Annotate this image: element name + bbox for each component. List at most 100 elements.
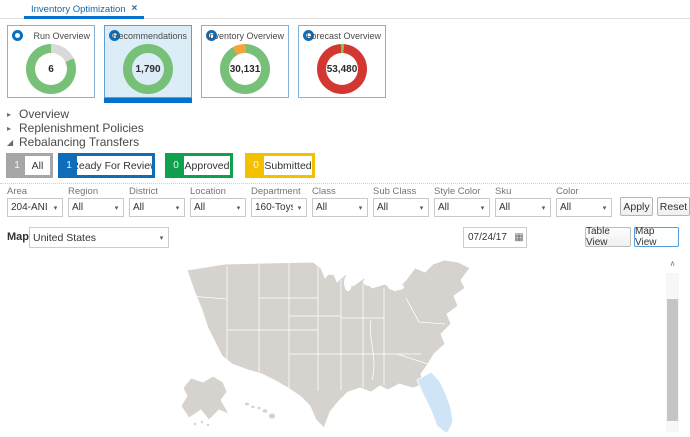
selected-value: All	[499, 202, 511, 213]
section-label: Replenishment Policies	[19, 121, 144, 135]
kpi-card-row: Run Overview 6 Recommendations 1,790 Inv…	[7, 25, 386, 103]
filter-region: Region All ▾	[68, 186, 124, 217]
date-input[interactable]: 07/24/17 ▦	[463, 227, 527, 248]
chevron-down-icon[interactable]: ▾	[175, 204, 180, 212]
filter-label: Sku	[495, 186, 512, 196]
map-label: Map	[7, 231, 29, 243]
donut-chart-inventory-overview: 30,131	[220, 44, 270, 94]
target-icon	[303, 30, 314, 41]
selected-value: United States	[33, 231, 97, 244]
state-hawaii[interactable]	[245, 402, 276, 419]
us-map[interactable]	[175, 258, 475, 435]
alaska-islands	[193, 420, 210, 427]
expanded-triangle-icon: ◢	[7, 137, 14, 147]
status-tile-all[interactable]: 1 All	[6, 153, 53, 178]
chevron-down-icon[interactable]: ▾	[236, 204, 241, 212]
tab-inventory-optimization[interactable]: Inventory Optimization ×	[24, 2, 145, 19]
divider	[0, 183, 690, 184]
vertical-scrollbar[interactable]: ∧	[666, 257, 679, 432]
filter-label: Sub Class	[373, 186, 417, 196]
section-label: Overview	[19, 107, 70, 121]
district-select[interactable]: All ▾	[129, 198, 185, 217]
filter-label: Class	[312, 186, 336, 196]
tab-bar: Inventory Optimization ×	[0, 0, 690, 19]
great-lakes	[323, 267, 404, 291]
region-select[interactable]: All ▾	[68, 198, 124, 217]
chevron-down-icon[interactable]: ▾	[602, 204, 607, 212]
chevron-down-icon[interactable]: ▾	[114, 204, 119, 212]
color-select[interactable]: All ▾	[556, 198, 612, 217]
state-alaska[interactable]	[180, 375, 230, 421]
status-tile-ready-for-review[interactable]: 1 Ready For Review	[58, 153, 155, 178]
card-title: Forecast Overview	[305, 31, 381, 41]
status-tile-approved[interactable]: 0 Approved	[165, 153, 233, 178]
location-select[interactable]: All ▾	[190, 198, 246, 217]
chevron-down-icon[interactable]: ▾	[297, 204, 302, 212]
calendar-icon[interactable]: ▦	[514, 232, 524, 243]
status-tile-row: 1 All 1 Ready For Review 0 Approved 0 Su…	[6, 153, 315, 178]
donut-chart-recommendations: 1,790	[123, 44, 173, 94]
selected-value: All	[560, 202, 572, 213]
style-color-select[interactable]: All ▾	[434, 198, 490, 217]
filter-label: Department	[251, 186, 301, 196]
class-select[interactable]: All ▾	[312, 198, 368, 217]
status-tile-submitted[interactable]: 0 Submitted	[245, 153, 315, 178]
section-label: Rebalancing Transfers	[19, 135, 140, 149]
filter-department: Department 160-Toys/... ▾	[251, 186, 307, 217]
filter-label: Style Color	[434, 186, 481, 196]
collapsed-triangle-icon: ▸	[7, 123, 12, 133]
state-borders	[188, 262, 446, 391]
tile-count: 0	[173, 160, 179, 171]
target-icon	[12, 30, 23, 41]
chevron-down-icon[interactable]: ▾	[159, 234, 164, 242]
card-run-overview[interactable]: Run Overview 6	[7, 25, 95, 98]
map-toolbar: Map United States ▾ 07/24/17 ▦ Table Vie…	[0, 226, 690, 248]
filter-label: Location	[190, 186, 226, 196]
tab-close-icon[interactable]: ×	[131, 3, 138, 14]
date-value: 07/24/17	[468, 232, 507, 243]
chevron-down-icon[interactable]: ▾	[358, 204, 363, 212]
card-title: Inventory Overview	[206, 31, 284, 41]
section-rebalancing-transfers[interactable]: ◢ Rebalancing Transfers	[7, 135, 144, 149]
selected-value: All	[438, 202, 450, 213]
tile-label: All	[25, 156, 50, 175]
map-view-button[interactable]: Map View	[634, 226, 679, 248]
scrollbar-thumb[interactable]	[667, 299, 678, 421]
selected-value: All	[377, 202, 389, 213]
selected-value: All	[194, 202, 206, 213]
section-overview[interactable]: ▸ Overview	[7, 107, 144, 121]
target-icon	[109, 30, 120, 41]
chevron-down-icon[interactable]: ▾	[419, 204, 424, 212]
filter-class: Class All ▾	[312, 186, 368, 217]
donut-chart-forecast-overview: 53,480	[317, 44, 367, 94]
state-florida[interactable]	[416, 371, 454, 435]
sku-select[interactable]: All ▾	[495, 198, 551, 217]
card-inventory-overview[interactable]: Inventory Overview 30,131	[201, 25, 289, 98]
department-select[interactable]: 160-Toys/... ▾	[251, 198, 307, 217]
section-replenishment-policies[interactable]: ▸ Replenishment Policies	[7, 121, 144, 135]
chevron-down-icon[interactable]: ▾	[53, 204, 58, 212]
tile-label: Ready For Review	[77, 156, 152, 175]
card-title: Recommendations	[111, 31, 187, 41]
card-forecast-overview[interactable]: Forecast Overview 53,480	[298, 25, 386, 98]
selected-value: All	[316, 202, 328, 213]
map-region-select[interactable]: United States ▾	[29, 227, 169, 248]
sub-class-select[interactable]: All ▾	[373, 198, 429, 217]
selected-value: All	[133, 202, 145, 213]
donut-value: 6	[48, 63, 54, 75]
card-title: Run Overview	[33, 31, 90, 41]
tile-label: Approved	[184, 156, 230, 175]
scroll-up-arrow-icon[interactable]: ∧	[666, 257, 679, 273]
reset-button[interactable]: Reset	[657, 197, 690, 216]
selected-value: 160-Toys/...	[255, 202, 293, 213]
apply-button[interactable]: Apply	[620, 197, 653, 216]
chevron-down-icon[interactable]: ▾	[541, 204, 546, 212]
table-view-button[interactable]: Table View	[585, 226, 631, 248]
chevron-down-icon[interactable]: ▾	[480, 204, 485, 212]
tile-label: Submitted	[264, 156, 312, 175]
donut-value: 1,790	[135, 63, 161, 75]
area-select[interactable]: 204-ANI ... ▾	[7, 198, 63, 217]
card-recommendations[interactable]: Recommendations 1,790	[104, 25, 192, 103]
filter-row: Area 204-ANI ... ▾ Region All ▾ District…	[7, 186, 612, 217]
